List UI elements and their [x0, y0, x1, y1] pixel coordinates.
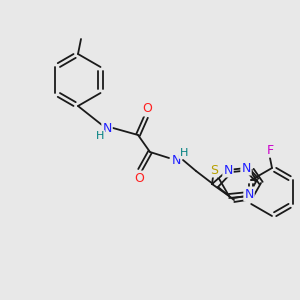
Text: O: O — [134, 172, 144, 184]
Text: H: H — [96, 131, 104, 141]
Text: O: O — [142, 103, 152, 116]
Text: S: S — [210, 164, 218, 176]
Text: N: N — [102, 122, 112, 134]
Text: N: N — [223, 164, 233, 176]
Text: N: N — [171, 154, 181, 166]
Text: F: F — [266, 143, 274, 157]
Text: N: N — [241, 161, 251, 175]
Text: N: N — [244, 188, 254, 200]
Text: H: H — [180, 148, 188, 158]
